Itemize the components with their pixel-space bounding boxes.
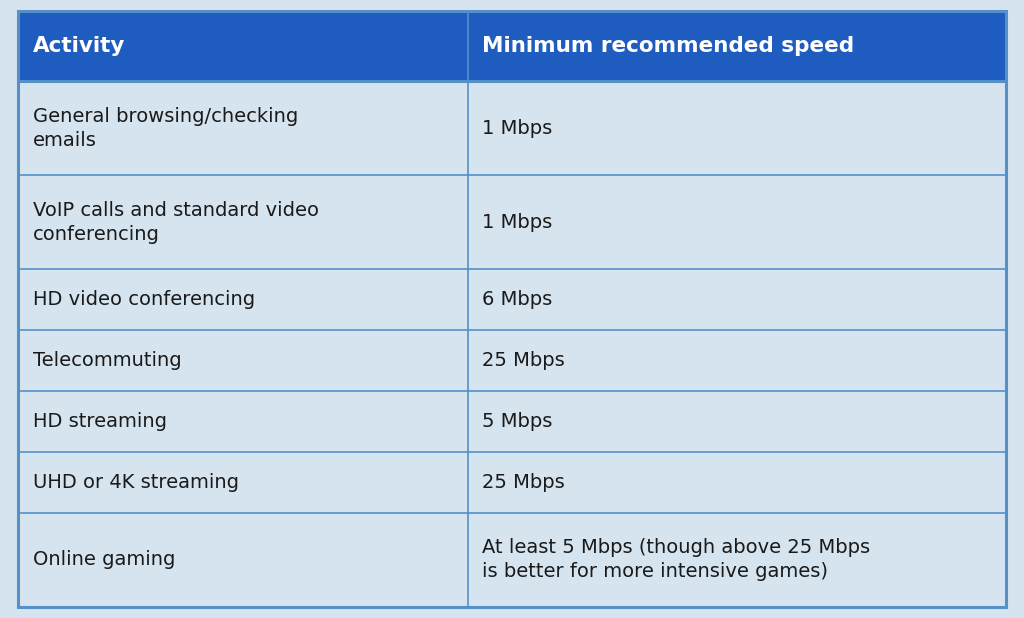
Text: General browsing/checking
emails: General browsing/checking emails [33, 106, 298, 150]
Bar [18, 176, 1006, 269]
Bar [18, 269, 1006, 330]
Bar [18, 81, 1006, 176]
Bar [18, 11, 1006, 81]
Text: Activity: Activity [33, 36, 125, 56]
Text: 1 Mbps: 1 Mbps [482, 119, 552, 138]
Text: At least 5 Mbps (though above 25 Mbps
is better for more intensive games): At least 5 Mbps (though above 25 Mbps is… [482, 538, 870, 582]
Text: 25 Mbps: 25 Mbps [482, 351, 564, 370]
Text: Online gaming: Online gaming [33, 550, 175, 569]
Bar [18, 330, 1006, 391]
Bar [18, 391, 1006, 452]
Text: 25 Mbps: 25 Mbps [482, 473, 564, 492]
Text: HD video conferencing: HD video conferencing [33, 290, 255, 310]
Text: 6 Mbps: 6 Mbps [482, 290, 552, 310]
Text: UHD or 4K streaming: UHD or 4K streaming [33, 473, 239, 492]
Text: 5 Mbps: 5 Mbps [482, 412, 552, 431]
Text: HD streaming: HD streaming [33, 412, 167, 431]
Bar [18, 452, 1006, 513]
Text: Minimum recommended speed: Minimum recommended speed [482, 36, 854, 56]
Text: VoIP calls and standard video
conferencing: VoIP calls and standard video conferenci… [33, 201, 318, 244]
Bar [18, 513, 1006, 607]
Text: Telecommuting: Telecommuting [33, 351, 181, 370]
Text: 1 Mbps: 1 Mbps [482, 213, 552, 232]
